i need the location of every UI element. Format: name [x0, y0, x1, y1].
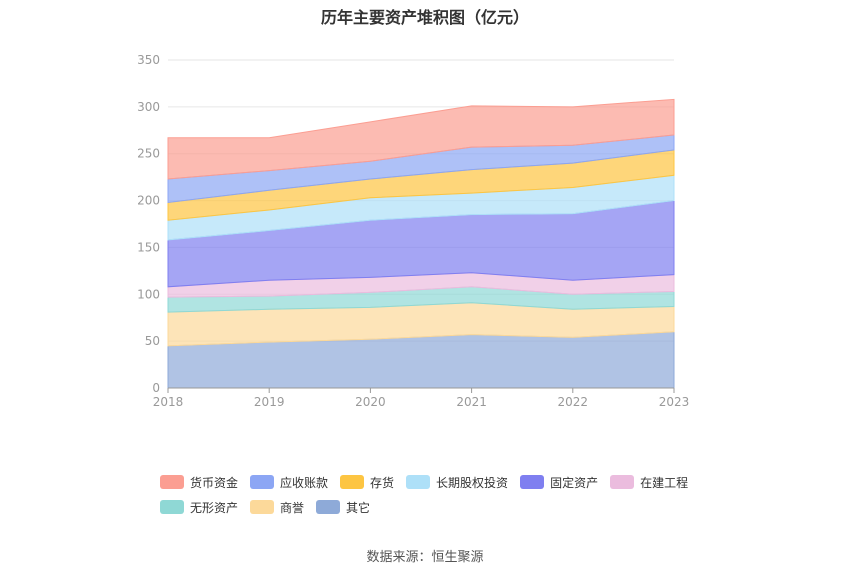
y-tick-label: 250: [137, 147, 160, 161]
data-source-note: 数据来源：恒生聚源: [366, 550, 484, 565]
legend-row: 无形资产 商誉 其它: [160, 497, 720, 517]
legend-swatch: [250, 500, 275, 514]
y-tick-label: 300: [137, 100, 160, 114]
legend-item[interactable]: 在建工程: [610, 474, 688, 491]
legend-item[interactable]: 其它: [316, 499, 370, 516]
x-tick-label: 2019: [254, 395, 285, 409]
y-tick-label: 0: [152, 381, 160, 395]
x-tick-label: 2022: [558, 395, 589, 409]
legend-item[interactable]: 应收账款: [250, 474, 328, 491]
x-tick-label: 2021: [456, 395, 487, 409]
legend-item[interactable]: 存货: [340, 474, 394, 491]
area-series: [167, 98, 675, 180]
legend: 货币资金 应收账款 存货 长期股权投资 固定资产 在建工程 无形资产 商誉 其它: [160, 472, 720, 522]
y-tick-label: 100: [137, 287, 160, 301]
legend-swatch: [610, 475, 635, 489]
x-tick-label: 2018: [153, 395, 184, 409]
legend-label: 长期股权投资: [436, 475, 509, 490]
legend-row: 货币资金 应收账款 存货 长期股权投资 固定资产 在建工程: [160, 472, 720, 492]
x-tick-label: 2023: [659, 395, 690, 409]
legend-label: 在建工程: [640, 475, 689, 490]
legend-item[interactable]: 货币资金: [160, 474, 238, 491]
chart-title: 历年主要资产堆积图（亿元）: [320, 8, 529, 27]
legend-label: 存货: [370, 475, 395, 490]
legend-swatch: [316, 500, 341, 514]
legend-swatch: [520, 475, 545, 489]
legend-item[interactable]: 无形资产: [160, 499, 238, 516]
legend-label: 货币资金: [190, 475, 239, 490]
legend-swatch: [160, 475, 184, 489]
legend-label: 应收账款: [280, 475, 329, 490]
legend-swatch: [340, 475, 365, 489]
legend-label: 商誉: [280, 500, 305, 515]
legend-label: 其它: [346, 500, 371, 515]
legend-swatch: [250, 475, 275, 489]
legend-label: 固定资产: [550, 475, 599, 490]
y-tick-label: 200: [137, 194, 160, 208]
x-tick-label: 2020: [355, 395, 386, 409]
legend-item[interactable]: 长期股权投资: [406, 474, 508, 491]
stacked-area-chart: 0 50 100 150 200 250 300 350 2018 2019 2020 2021 202…: [137, 53, 690, 409]
legend-item[interactable]: 商誉: [250, 499, 304, 516]
legend-swatch: [406, 475, 431, 489]
y-tick-label: 350: [137, 53, 160, 67]
y-tick-label: 50: [145, 334, 160, 348]
y-tick-label: 150: [137, 240, 160, 254]
legend-item[interactable]: 固定资产: [520, 474, 598, 491]
legend-label: 无形资产: [190, 500, 239, 515]
legend-swatch: [160, 500, 184, 514]
